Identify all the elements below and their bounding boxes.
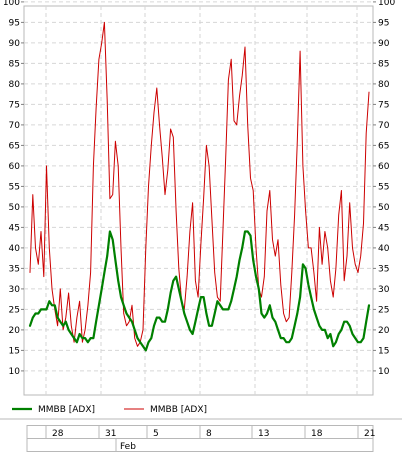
legend-background	[0, 397, 402, 419]
x-tick-label: 8	[206, 429, 212, 439]
x-axis-background	[0, 425, 402, 460]
y-tick-label: 85	[378, 59, 389, 69]
y-tick-label: 20	[9, 326, 21, 336]
y-axis-left: 10 15 20 25 30 35 40 45 50 55 60 65 70 75 80 85 90 95 100	[3, 0, 24, 377]
x-month-label: Feb	[120, 442, 136, 452]
y-tick-label: 90	[9, 39, 21, 49]
x-tick-label: 21	[364, 429, 375, 439]
y-tick-label: 65	[378, 141, 389, 151]
legend-label: MMBB [ADX]	[150, 405, 207, 415]
y-tick-label: 80	[378, 80, 390, 90]
y-tick-label: 95	[9, 18, 20, 28]
legend-label: MMBB [ADX]	[38, 405, 95, 415]
y-tick-label: 10	[378, 367, 390, 377]
y-tick-label: 75	[9, 100, 20, 110]
y-tick-label: 35	[378, 264, 389, 274]
x-tick-label: 31	[105, 429, 116, 439]
y-tick-label: 65	[9, 141, 20, 151]
y-tick-label: 10	[9, 367, 21, 377]
x-tick-label: 5	[153, 429, 159, 439]
y-tick-label: 25	[378, 305, 389, 315]
series-line-red	[29, 21, 370, 347]
y-tick-label: 50	[378, 203, 390, 213]
y-tick-label: 45	[378, 223, 389, 233]
y-tick-label: 30	[9, 285, 21, 295]
x-tick-label: 28	[52, 429, 64, 439]
x-tick-label: 13	[258, 429, 269, 439]
y-tick-label: 30	[378, 285, 390, 295]
y-axis-right: 10 15 20 25 30 35 40 45 50 55 60 65 70 75 80 85 90 95 100	[373, 0, 395, 377]
x-tick-label: 18	[311, 429, 323, 439]
y-tick-label: 85	[9, 59, 20, 69]
grid	[24, 1, 373, 395]
y-tick-label: 70	[9, 121, 21, 131]
y-tick-label: 55	[9, 182, 20, 192]
series-layer	[28, 21, 371, 352]
y-tick-label: 50	[9, 203, 21, 213]
plot-area	[23, 5, 374, 396]
y-tick-label: 45	[9, 223, 20, 233]
y-tick-label: 55	[378, 182, 389, 192]
x-axis: 28 31 5 8 13 18 21 Feb	[0, 425, 402, 460]
y-tick-label: 60	[9, 162, 21, 172]
y-tick-label: 75	[378, 100, 389, 110]
y-tick-label: 20	[378, 326, 390, 336]
y-tick-label: 90	[378, 39, 390, 49]
y-tick-label: 35	[9, 264, 20, 274]
series-line-green	[28, 230, 371, 352]
y-tick-label: 60	[378, 162, 390, 172]
y-tick-label: 100	[3, 0, 20, 8]
y-tick-label: 40	[9, 244, 21, 254]
y-tick-label: 25	[9, 305, 20, 315]
y-tick-label: 95	[378, 18, 389, 28]
y-tick-label: 15	[378, 346, 389, 356]
y-tick-label: 80	[9, 80, 21, 90]
y-tick-label: 40	[378, 244, 390, 254]
legend: MMBB [ADX] MMBB [ADX]	[0, 397, 402, 420]
y-tick-label: 70	[378, 121, 390, 131]
y-tick-label: 100	[378, 0, 395, 8]
y-tick-label: 15	[9, 346, 20, 356]
